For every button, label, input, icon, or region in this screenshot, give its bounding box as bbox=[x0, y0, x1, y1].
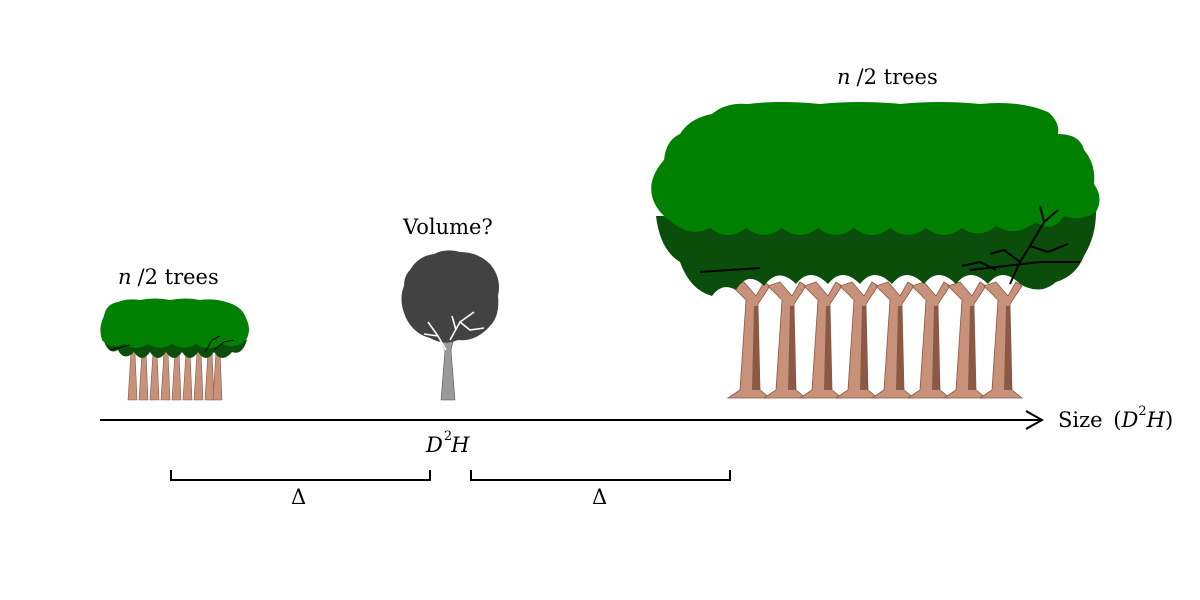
right-group-n: n bbox=[837, 65, 851, 89]
axis-label-exp: 2 bbox=[1138, 404, 1146, 419]
axis-label-d: D bbox=[1121, 408, 1139, 432]
size-axis bbox=[100, 410, 1045, 430]
small-canopy bbox=[100, 298, 250, 348]
axis-label-close: ) bbox=[1165, 408, 1173, 432]
left-group-n: n bbox=[118, 265, 132, 289]
left-group-rest: /2 trees bbox=[138, 265, 219, 289]
reference-tree bbox=[401, 250, 499, 401]
center-tick-d: D bbox=[425, 433, 443, 457]
center-tick-label: D2H bbox=[425, 429, 470, 457]
axis-arrowhead bbox=[1025, 410, 1045, 430]
middle-tree-label: Volume? bbox=[402, 215, 493, 239]
axis-label-h: H bbox=[1146, 408, 1166, 432]
left-delta-bracket bbox=[170, 470, 431, 481]
center-tick-h: H bbox=[450, 433, 470, 457]
center-tick-exp: 2 bbox=[444, 429, 452, 444]
reference-branches bbox=[423, 311, 485, 351]
large-canopy bbox=[651, 102, 1100, 235]
small-tree-trunks bbox=[127, 351, 223, 401]
axis-label-text: Size bbox=[1058, 408, 1103, 432]
large-tree-group bbox=[651, 102, 1100, 399]
left-group-label: n/2 trees bbox=[118, 265, 219, 289]
large-tree-trunks bbox=[726, 281, 1024, 399]
large-tree-branches bbox=[699, 205, 1080, 285]
right-delta-label: Δ bbox=[592, 485, 607, 509]
right-group-rest: /2 trees bbox=[857, 65, 938, 89]
small-tree-branches bbox=[109, 335, 235, 353]
left-delta-label: Δ bbox=[291, 485, 306, 509]
axis-label: Size (D2H) bbox=[1058, 404, 1173, 432]
axis-label-open: ( bbox=[1113, 408, 1121, 432]
large-tree-trunk-shading bbox=[752, 306, 1012, 390]
right-group-label: n/2 trees bbox=[837, 65, 938, 89]
small-tree-group bbox=[100, 298, 250, 401]
right-delta-bracket bbox=[470, 470, 731, 481]
reference-canopy bbox=[401, 250, 499, 343]
